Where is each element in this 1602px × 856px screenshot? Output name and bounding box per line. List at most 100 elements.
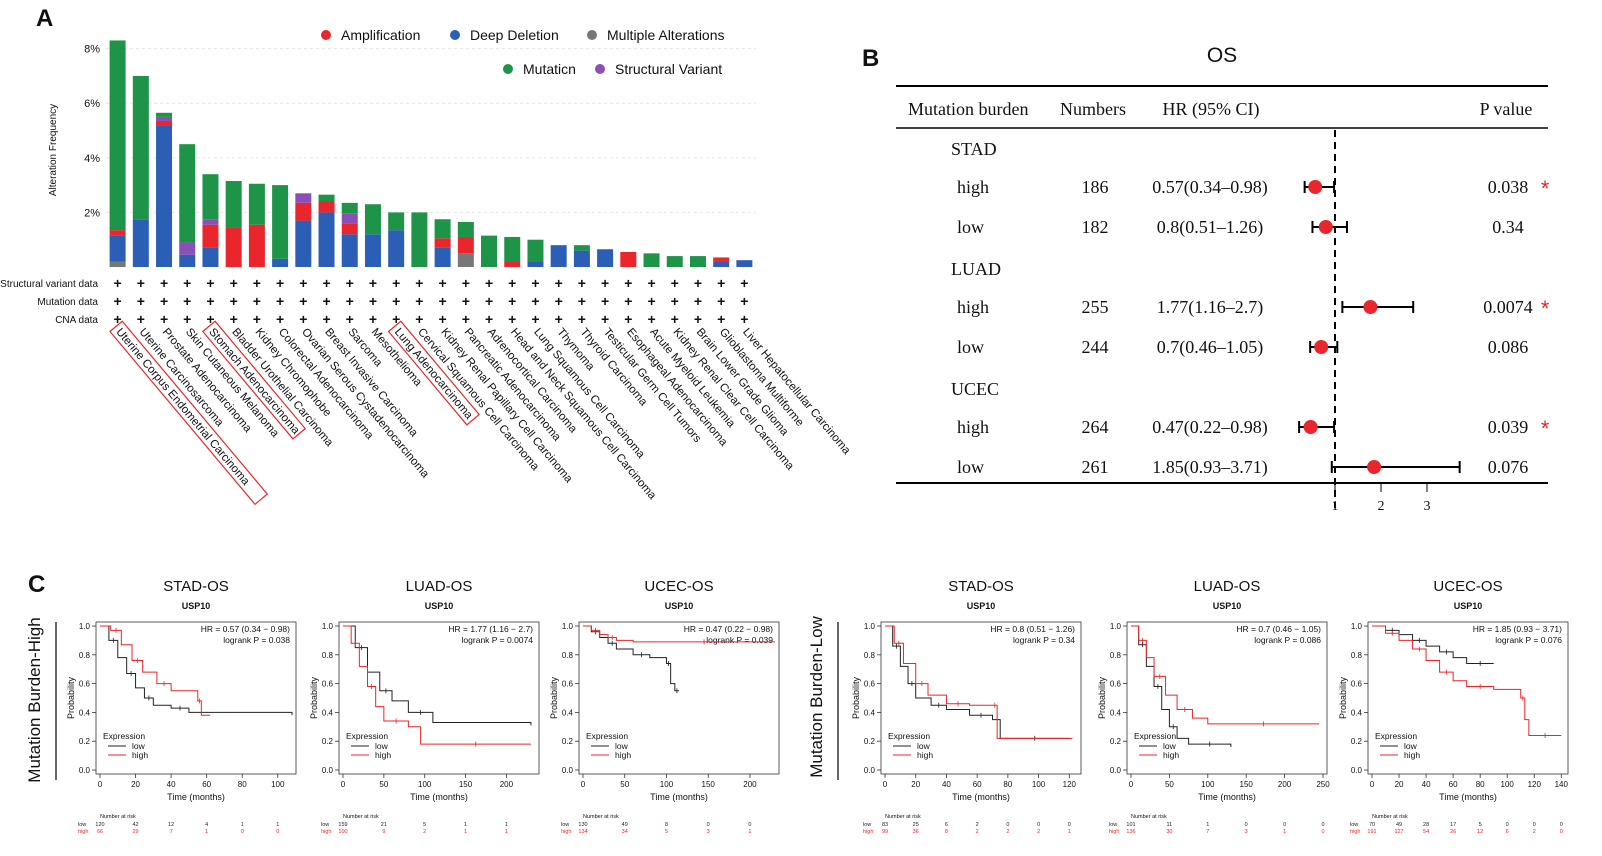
row-marker: + — [462, 311, 470, 327]
bar-segment — [341, 202, 358, 214]
hr-annotation: HR = 1.85 (0.93 − 3.71) — [1473, 624, 1562, 634]
row-marker: + — [578, 311, 586, 327]
risk-count: 8 — [665, 822, 668, 828]
km-frame — [1126, 621, 1328, 775]
risk-table-title: Number at risk — [1372, 814, 1408, 820]
row-marker: + — [369, 293, 377, 309]
row-p-value: 0.038 — [1488, 177, 1529, 197]
bar-segment — [109, 261, 126, 267]
row-hr-ci: 1.85(0.93–3.71) — [1152, 457, 1268, 478]
bar-segment — [179, 144, 196, 243]
x-tick-label: 3 — [1424, 499, 1431, 514]
row-marker: + — [555, 293, 563, 309]
row-marker: + — [114, 311, 122, 327]
bar-segment — [364, 204, 381, 235]
row-marker: + — [647, 293, 655, 309]
y-tick-label: 0.2 — [864, 737, 876, 746]
y-tick-label: 0.6 — [1110, 680, 1122, 689]
x-tick-label: 150 — [459, 780, 473, 789]
risk-count: 0 — [1283, 822, 1286, 828]
hr-annotation: HR = 0.47 (0.22 − 0.98) — [684, 624, 773, 634]
bar-segment — [295, 220, 312, 267]
x-tick-label: 200 — [743, 780, 757, 789]
y-tick-label: 0.2 — [79, 737, 91, 746]
row-marker: + — [647, 311, 655, 327]
legend-label: low — [1404, 741, 1418, 751]
row-marker: + — [160, 311, 168, 327]
bar-segment — [620, 251, 637, 267]
legend-label: Structural Variant — [615, 61, 722, 77]
y-tick-label: 0.6 — [79, 680, 91, 689]
x-tick-label: 140 — [1555, 780, 1569, 789]
risk-count: 42 — [132, 822, 138, 828]
risk-count: 2 — [1006, 829, 1009, 835]
row-label-high: Mutation Burden-High — [25, 617, 44, 782]
risk-count: 1 — [1068, 829, 1071, 835]
risk-count: 1 — [505, 822, 508, 828]
risk-count: 0 — [1068, 822, 1071, 828]
row-marker: + — [740, 275, 748, 291]
row-marker: + — [392, 311, 400, 327]
y-tick-label: 0.4 — [1110, 708, 1122, 717]
y-tick-label: 0.8 — [1351, 651, 1363, 660]
risk-table-title: Number at risk — [885, 814, 921, 820]
x-tick-label: 80 — [1003, 780, 1012, 789]
bar-segment — [225, 227, 242, 267]
y-tick-label: 0.0 — [1110, 766, 1122, 775]
row-marker: + — [369, 311, 377, 327]
y-axis-label: Probability — [549, 676, 559, 719]
bar-segment — [179, 242, 196, 255]
row-count: 264 — [1082, 417, 1109, 437]
bar-segment — [643, 253, 660, 267]
legend-title: Expression — [346, 731, 388, 741]
risk-count: 1 — [505, 829, 508, 835]
bar-segment — [527, 239, 544, 262]
risk-group-label: high — [1350, 829, 1360, 835]
bar-segment — [341, 213, 358, 224]
x-axis-label: Time (months) — [167, 792, 225, 802]
row-marker: + — [485, 293, 493, 309]
y-tick-label: 0.6 — [562, 680, 574, 689]
hr-point — [1367, 460, 1382, 474]
bar-segment — [341, 234, 358, 267]
x-tick-label: 120 — [1063, 780, 1077, 789]
legend-label: high — [375, 750, 391, 760]
bar-segment — [457, 221, 474, 237]
row-marker: + — [671, 311, 679, 327]
row-marker: + — [346, 311, 354, 327]
row-hr-ci: 0.7(0.46–1.05) — [1157, 337, 1264, 358]
risk-count: 136 — [1126, 829, 1135, 835]
legend-label: high — [615, 750, 631, 760]
km-gene: USP10 — [1213, 601, 1242, 611]
bar-segment — [202, 174, 219, 220]
row-marker: + — [230, 275, 238, 291]
bar-segment — [434, 219, 451, 239]
x-tick-label: 150 — [1240, 780, 1254, 789]
risk-count: 134 — [578, 829, 587, 835]
y-tick-label: 0.8 — [562, 651, 574, 660]
x-tick-label: 20 — [1395, 780, 1404, 789]
bar-segment — [109, 40, 126, 231]
bar-segment — [132, 75, 149, 220]
y-tick-label: 1.0 — [79, 622, 91, 631]
km-curve-low — [1131, 625, 1232, 747]
risk-count: 5 — [665, 829, 668, 835]
y-tick-label: 0.4 — [562, 708, 574, 717]
row-marker: + — [392, 275, 400, 291]
legend-label: high — [1404, 750, 1420, 760]
hr-point — [1308, 180, 1323, 194]
x-tick-label: 200 — [1278, 780, 1292, 789]
row-marker: + — [276, 275, 284, 291]
y-tick-label: 0.2 — [322, 737, 334, 746]
risk-count: 83 — [882, 822, 888, 828]
legend-label: low — [917, 741, 931, 751]
row-marker: + — [717, 275, 725, 291]
highlight-box — [387, 320, 481, 426]
bar-segment — [132, 219, 149, 267]
x-tick-label: 50 — [1165, 780, 1174, 789]
row-marker: + — [647, 275, 655, 291]
bar-segment — [272, 185, 289, 259]
logrank-annotation: logrank P = 0.076 — [1495, 635, 1562, 645]
row-label: CNA data — [55, 315, 98, 326]
legend-label: low — [375, 741, 389, 751]
